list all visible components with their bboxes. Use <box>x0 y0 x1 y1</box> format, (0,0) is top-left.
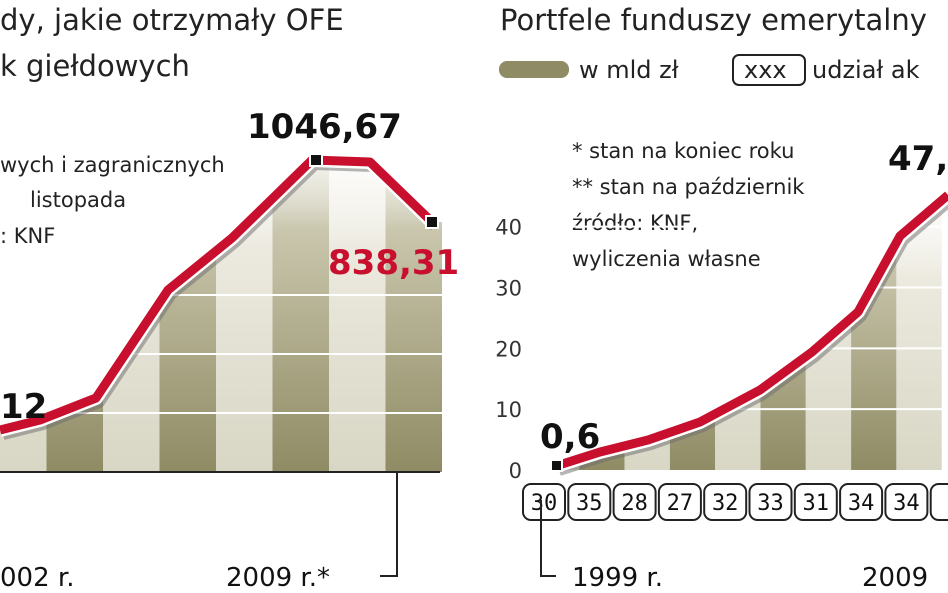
share-box <box>657 483 702 521</box>
right-note-3: źródło: KNF, <box>572 211 698 235</box>
share-box-value: 27 <box>667 491 694 516</box>
share-box <box>522 483 566 521</box>
right-y-tick-label: 30 <box>495 277 522 301</box>
left-note-1: wych i zagranicznych <box>0 153 225 177</box>
right-y-tick-label: 40 <box>495 216 522 240</box>
left-point-marker <box>425 215 439 229</box>
left-bar <box>272 160 329 472</box>
left-year-leader <box>380 472 398 577</box>
share-box <box>748 483 793 521</box>
left-start-label: 12 <box>0 387 47 427</box>
right-y-ticks: 0 10 20 30 40 <box>495 216 522 483</box>
share-box <box>703 483 748 521</box>
left-title-line2: k giełdowych <box>0 49 190 83</box>
right-note-4: wyliczenia własne <box>572 247 761 271</box>
left-title-line1: dy, jakie otrzymały OFE <box>0 3 344 37</box>
left-point-marker <box>309 153 323 167</box>
left-panel: dy, jakie otrzymały OFE k giełdowych wyc… <box>0 3 459 593</box>
right-share-boxes: 30 35 28 27 32 33 31 34 34 <box>522 483 948 521</box>
left-note-3: : KNF <box>0 224 55 248</box>
share-box <box>612 483 657 521</box>
legend-box-swatch <box>732 54 806 86</box>
left-line <box>0 155 436 435</box>
left-bar <box>329 160 386 472</box>
right-y-tick-label: 20 <box>495 337 522 361</box>
share-box <box>567 483 612 521</box>
right-panel: Portfele funduszy emerytalny w mld zł xx… <box>495 3 948 593</box>
share-box <box>884 483 929 521</box>
share-box-value: 31 <box>803 491 830 516</box>
share-box <box>793 483 838 521</box>
left-year-2009: 2009 r.* <box>226 563 330 593</box>
right-y-tick-label: 10 <box>495 398 522 422</box>
right-year-1999: 1999 r. <box>572 563 663 593</box>
share-box <box>839 483 884 521</box>
right-year-leader <box>540 500 556 577</box>
share-box-value: 33 <box>757 491 784 516</box>
right-bar <box>805 195 852 470</box>
share-box-value: 34 <box>893 491 920 516</box>
share-box-partial <box>929 483 948 521</box>
left-peak-label: 1046,67 <box>247 107 402 147</box>
right-note-1: * stan na koniec roku <box>572 139 794 163</box>
legend-box-text: xxx <box>744 56 787 84</box>
legend-bar-label: w mld zł <box>579 56 679 84</box>
right-y-tick-label: 0 <box>509 459 522 483</box>
share-box-value: 35 <box>576 491 603 516</box>
right-start-label: 0,6 <box>540 417 600 457</box>
left-last-label: 838,31 <box>328 243 459 283</box>
left-year-2002: 002 r. <box>0 563 74 593</box>
right-line <box>554 191 948 471</box>
legend-bar-swatch <box>499 61 569 78</box>
right-year-2009: 2009 <box>862 563 928 593</box>
share-box-value: 30 <box>531 491 558 516</box>
right-title: Portfele funduszy emerytalny <box>500 3 927 37</box>
share-box-value: 34 <box>848 491 875 516</box>
right-note-2: ** stan na październik <box>572 175 805 199</box>
share-box-value: 32 <box>712 491 739 516</box>
legend-box-label: udział ak <box>812 56 920 84</box>
left-note-2: listopada <box>30 188 126 212</box>
left-bar <box>385 160 442 472</box>
share-box-value: 28 <box>621 491 648 516</box>
right-end-label: 47, <box>888 139 948 179</box>
left-series-line <box>0 153 440 440</box>
right-point-marker <box>550 459 563 472</box>
right-series-line <box>550 189 948 476</box>
